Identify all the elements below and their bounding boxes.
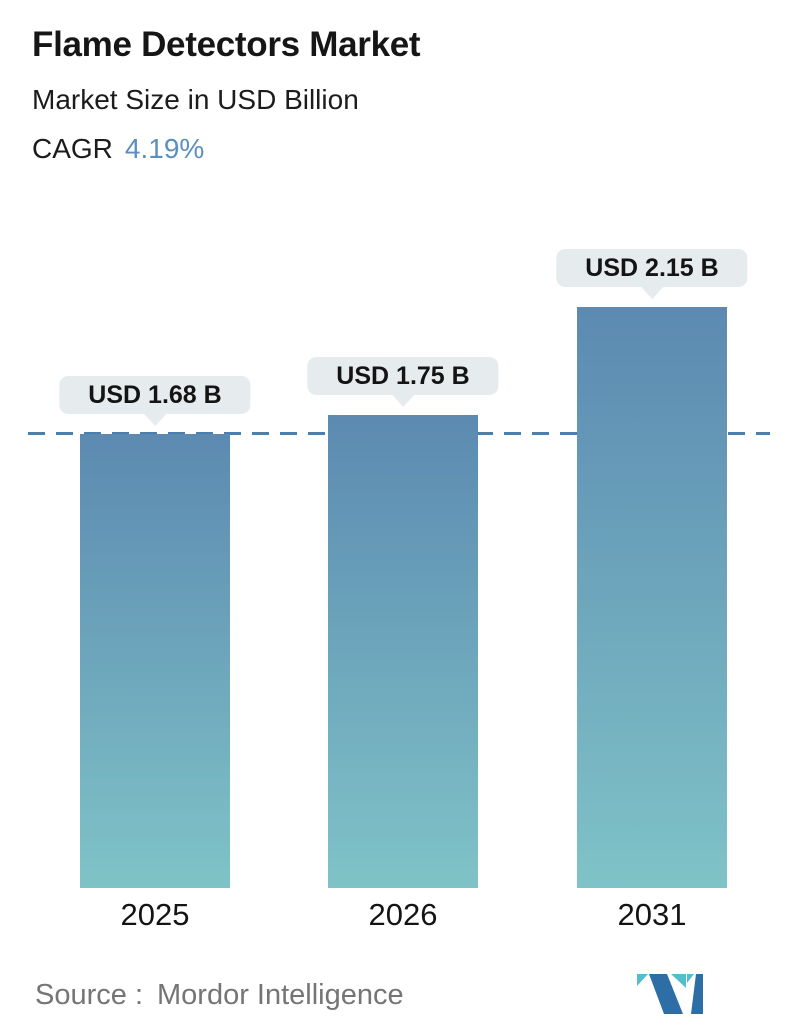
cagr-line: CAGR 4.19% <box>32 132 420 166</box>
x-axis-label-2025: 2025 <box>120 897 190 932</box>
page-title: Flame Detectors Market <box>32 25 421 64</box>
bar-2031 <box>577 307 727 888</box>
cagr-label: CAGR <box>32 133 113 164</box>
value-label-text: USD 2.15 B <box>585 254 719 282</box>
x-axis-label-2026: 2026 <box>368 897 438 932</box>
bar-2026 <box>328 415 478 888</box>
value-label-text: USD 1.68 B <box>88 381 222 409</box>
logo-teal-middle <box>671 974 686 988</box>
source-text: Source : Mordor Intelligence <box>35 979 404 1012</box>
bar-2025 <box>80 434 230 888</box>
cagr-value: 4.19% <box>124 133 205 164</box>
logo-dark-right-leg <box>691 974 703 1014</box>
value-label-2025: USD 1.68 B <box>59 376 251 414</box>
logo-teal-left <box>637 974 648 986</box>
value-label-2026: USD 1.75 B <box>307 357 499 395</box>
value-label-text: USD 1.75 B <box>336 362 470 390</box>
source-label: Source : <box>35 979 143 1011</box>
logo-dark-left-leg <box>649 974 683 1014</box>
chart-subtitle: Market Size in USD Billion <box>32 84 359 115</box>
chart-header: Flame Detectors Market Market Size in US… <box>32 24 421 166</box>
source-value: Mordor Intelligence <box>157 979 404 1011</box>
logo-teal-right <box>687 974 694 983</box>
value-label-2031: USD 2.15 B <box>556 249 748 287</box>
x-axis-label-2031: 2031 <box>617 897 687 932</box>
mordor-intelligence-logo <box>637 974 703 1014</box>
